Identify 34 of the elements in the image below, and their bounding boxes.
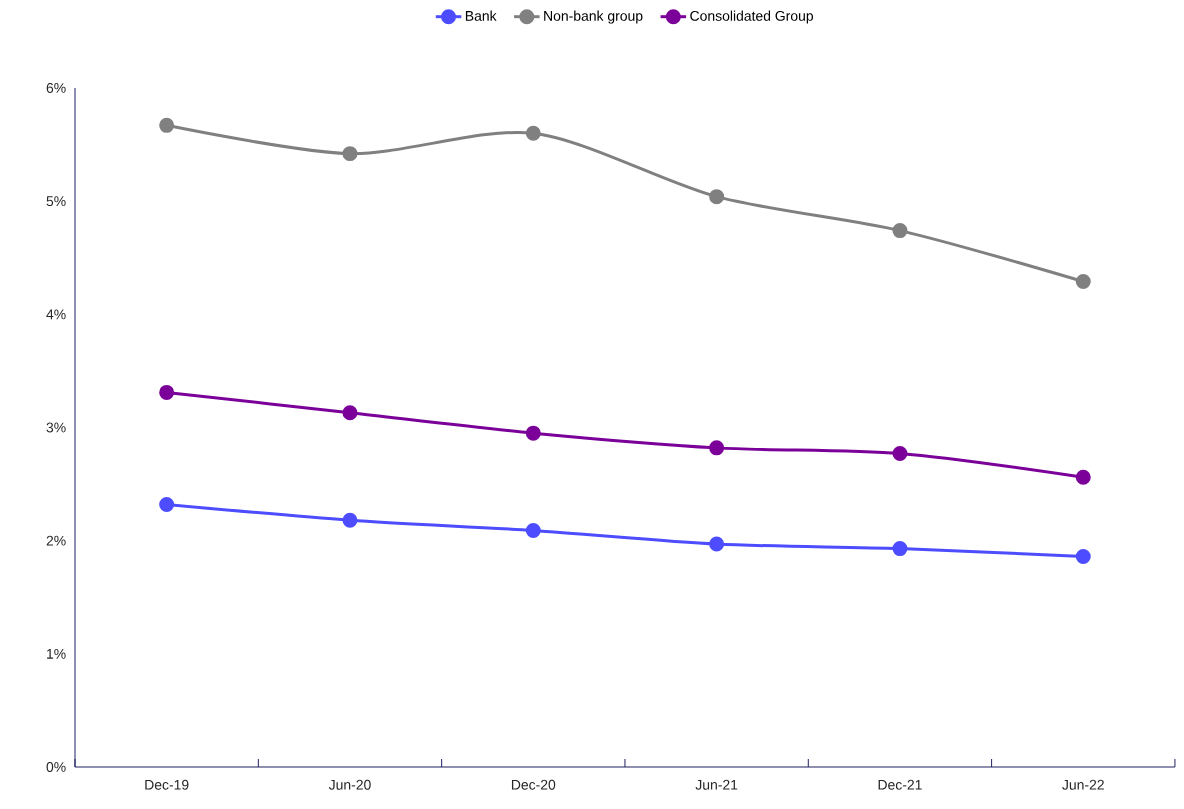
legend-label: Bank (465, 10, 497, 21)
x-tick-label: Dec-20 (511, 779, 556, 790)
y-tick-label: 1% (47, 648, 66, 659)
y-tick-label: 5% (46, 196, 66, 207)
point (1075, 274, 1091, 290)
point (1075, 549, 1091, 565)
point (709, 189, 725, 205)
x-tick-label: Jun-20 (328, 779, 371, 790)
point (892, 541, 908, 557)
point (892, 223, 908, 239)
y-tick-label: 0% (46, 762, 66, 772)
point (342, 512, 358, 528)
y-tick-label: 2% (46, 535, 66, 546)
point (892, 446, 908, 462)
point (525, 425, 541, 441)
point (525, 125, 541, 141)
x-tick-label: Dec-21 (878, 779, 922, 790)
x-tick-label: Jun-21 (695, 779, 738, 790)
point (159, 496, 175, 512)
y-tick-label: 4% (46, 309, 66, 320)
point (709, 536, 725, 552)
x-tick-label: Dec-19 (145, 779, 189, 790)
x-tick-label: Jun-22 (1062, 779, 1104, 790)
legend-label: Consolidated Group (690, 10, 814, 24)
legend-label: Non-bank group (544, 10, 643, 24)
y-tick-label: 3% (46, 422, 66, 433)
point (159, 117, 175, 133)
point (159, 384, 175, 400)
point (1075, 469, 1091, 485)
point (709, 440, 725, 456)
point (342, 146, 358, 162)
y-tick-label: 6% (46, 83, 66, 93)
point (342, 405, 358, 421)
point (525, 522, 541, 538)
